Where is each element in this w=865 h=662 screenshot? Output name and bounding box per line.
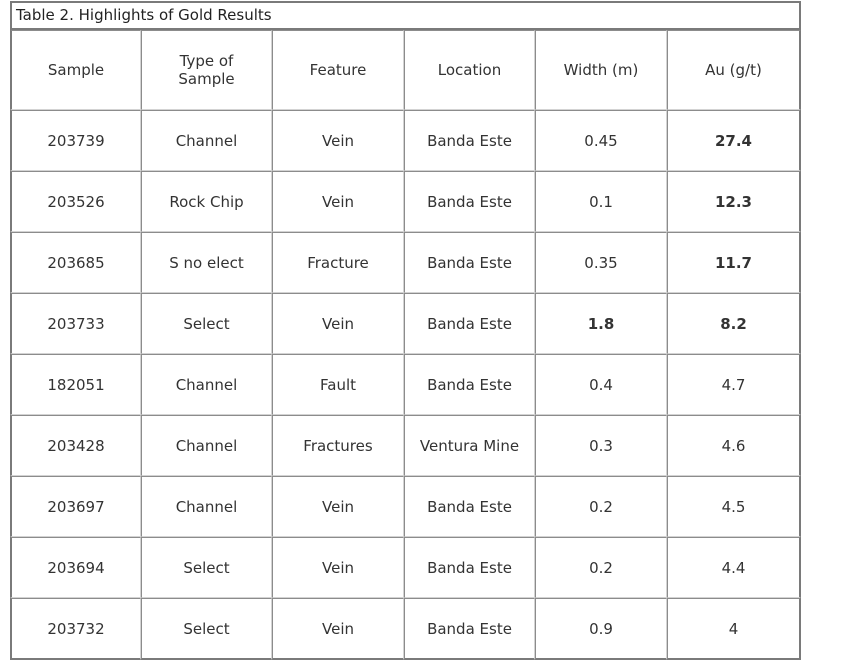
cell-location: Banda Este <box>404 476 535 537</box>
cell-sample: 203526 <box>10 171 141 232</box>
cell-sample: 203428 <box>10 415 141 476</box>
cell-width: 0.4 <box>535 354 667 415</box>
cell-sample: 203685 <box>10 232 141 293</box>
cell-feature: Fracture <box>272 232 404 293</box>
cell-type: Select <box>141 293 272 354</box>
cell-location: Banda Este <box>404 232 535 293</box>
cell-au: 8.2 <box>667 293 801 354</box>
cell-width: 0.2 <box>535 537 667 598</box>
cell-sample: 203732 <box>10 598 141 660</box>
table-row: 203428 Channel Fractures Ventura Mine 0.… <box>10 415 801 476</box>
header-type-of-sample: Type of Sample <box>141 30 272 110</box>
header-type-line1: Type of <box>179 52 234 70</box>
gold-results-table: Sample Type of Sample Feature Location Wi… <box>10 30 801 660</box>
table-row: 203526 Rock Chip Vein Banda Este 0.1 12.… <box>10 171 801 232</box>
header-type-line2: Sample <box>178 70 235 88</box>
gold-results-table-container: Table 2. Highlights of Gold Results Samp… <box>10 1 801 660</box>
cell-width: 0.2 <box>535 476 667 537</box>
cell-type: Rock Chip <box>141 171 272 232</box>
cell-feature: Vein <box>272 171 404 232</box>
cell-type: Channel <box>141 354 272 415</box>
header-row: Sample Type of Sample Feature Location Wi… <box>10 30 801 110</box>
cell-type: Channel <box>141 476 272 537</box>
cell-width: 0.45 <box>535 110 667 171</box>
cell-width: 0.1 <box>535 171 667 232</box>
cell-location: Ventura Mine <box>404 415 535 476</box>
cell-feature: Vein <box>272 293 404 354</box>
table-row: 203739 Channel Vein Banda Este 0.45 27.4 <box>10 110 801 171</box>
cell-location: Banda Este <box>404 354 535 415</box>
header-feature: Feature <box>272 30 404 110</box>
cell-type: Select <box>141 598 272 660</box>
cell-au: 4 <box>667 598 801 660</box>
cell-width: 0.35 <box>535 232 667 293</box>
table-row: 182051 Channel Fault Banda Este 0.4 4.7 <box>10 354 801 415</box>
cell-feature: Vein <box>272 110 404 171</box>
table-row: 203732 Select Vein Banda Este 0.9 4 <box>10 598 801 660</box>
header-sample: Sample <box>10 30 141 110</box>
cell-au: 12.3 <box>667 171 801 232</box>
table-row: 203694 Select Vein Banda Este 0.2 4.4 <box>10 537 801 598</box>
cell-au: 27.4 <box>667 110 801 171</box>
cell-location: Banda Este <box>404 537 535 598</box>
cell-sample: 203739 <box>10 110 141 171</box>
cell-sample: 203697 <box>10 476 141 537</box>
cell-width: 0.9 <box>535 598 667 660</box>
table-row: 203697 Channel Vein Banda Este 0.2 4.5 <box>10 476 801 537</box>
header-location: Location <box>404 30 535 110</box>
cell-au: 11.7 <box>667 232 801 293</box>
cell-feature: Vein <box>272 537 404 598</box>
cell-type: Channel <box>141 415 272 476</box>
table-row: 203733 Select Vein Banda Este 1.8 8.2 <box>10 293 801 354</box>
cell-type: S no elect <box>141 232 272 293</box>
cell-width: 0.3 <box>535 415 667 476</box>
cell-au: 4.5 <box>667 476 801 537</box>
cell-type: Channel <box>141 110 272 171</box>
cell-feature: Fractures <box>272 415 404 476</box>
cell-feature: Fault <box>272 354 404 415</box>
table-caption: Table 2. Highlights of Gold Results <box>10 1 801 30</box>
header-au: Au (g/t) <box>667 30 801 110</box>
cell-au: 4.7 <box>667 354 801 415</box>
cell-sample: 203733 <box>10 293 141 354</box>
cell-sample: 182051 <box>10 354 141 415</box>
cell-type: Select <box>141 537 272 598</box>
cell-feature: Vein <box>272 598 404 660</box>
cell-width: 1.8 <box>535 293 667 354</box>
cell-location: Banda Este <box>404 598 535 660</box>
table-row: 203685 S no elect Fracture Banda Este 0.… <box>10 232 801 293</box>
cell-sample: 203694 <box>10 537 141 598</box>
cell-au: 4.6 <box>667 415 801 476</box>
cell-location: Banda Este <box>404 110 535 171</box>
cell-feature: Vein <box>272 476 404 537</box>
cell-location: Banda Este <box>404 171 535 232</box>
header-width: Width (m) <box>535 30 667 110</box>
cell-location: Banda Este <box>404 293 535 354</box>
cell-au: 4.4 <box>667 537 801 598</box>
